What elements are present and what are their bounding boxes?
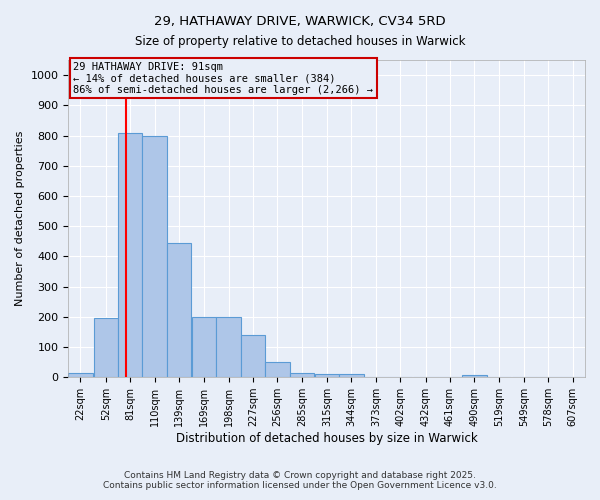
Text: 29 HATHAWAY DRIVE: 91sqm
← 14% of detached houses are smaller (384)
86% of semi-: 29 HATHAWAY DRIVE: 91sqm ← 14% of detach…	[73, 62, 373, 95]
Bar	[265, 362, 290, 377]
Text: Contains HM Land Registry data © Crown copyright and database right 2025.
Contai: Contains HM Land Registry data © Crown c…	[103, 470, 497, 490]
Bar	[142, 136, 167, 377]
X-axis label: Distribution of detached houses by size in Warwick: Distribution of detached houses by size …	[176, 432, 478, 445]
Bar	[290, 372, 314, 377]
Bar	[68, 372, 92, 377]
Text: Size of property relative to detached houses in Warwick: Size of property relative to detached ho…	[135, 35, 465, 48]
Bar	[118, 132, 142, 377]
Bar	[462, 375, 487, 377]
Bar	[339, 374, 364, 377]
Bar	[217, 317, 241, 377]
Bar	[315, 374, 339, 377]
Bar	[94, 318, 118, 377]
Text: 29, HATHAWAY DRIVE, WARWICK, CV34 5RD: 29, HATHAWAY DRIVE, WARWICK, CV34 5RD	[154, 15, 446, 28]
Bar	[192, 317, 217, 377]
Y-axis label: Number of detached properties: Number of detached properties	[15, 131, 25, 306]
Bar	[241, 335, 265, 377]
Bar	[167, 243, 191, 377]
